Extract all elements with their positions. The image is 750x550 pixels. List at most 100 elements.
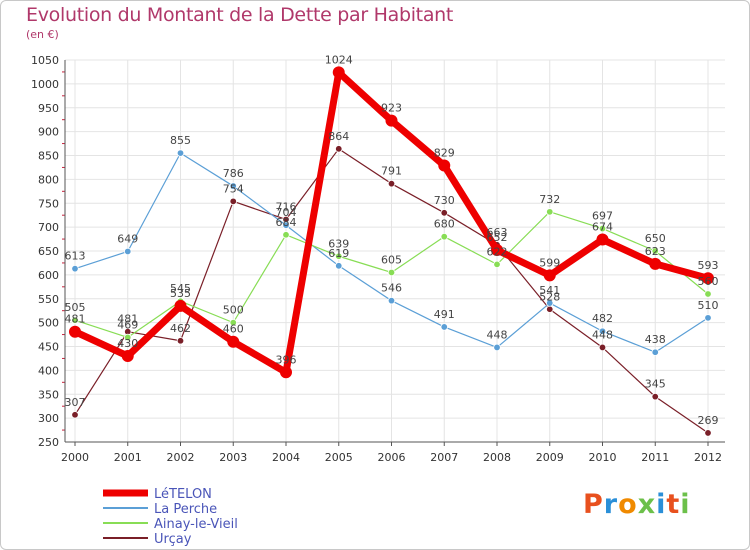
data-point: [176, 149, 185, 157]
x-tick-label: 2002: [167, 451, 195, 464]
data-point: [335, 145, 343, 153]
data-label: 663: [487, 226, 508, 239]
data-point: [280, 366, 292, 379]
data-point: [596, 233, 609, 246]
axes: 250 300 350 400 450 500 550 600 650 700 750 800 850 9…: [31, 54, 725, 464]
x-tick-label: 2008: [483, 451, 511, 464]
data-label: 619: [328, 247, 349, 260]
data-point: [704, 290, 712, 298]
y-tick-label: 750: [38, 197, 59, 210]
y-tick-label: 500: [38, 317, 59, 330]
x-tick-label: 2001: [114, 451, 142, 464]
data-label: 505: [65, 301, 86, 314]
y-tick-label: 800: [38, 173, 59, 186]
data-point: [543, 269, 556, 282]
data-label: 307: [65, 396, 86, 409]
x-tick-label: 2006: [378, 451, 406, 464]
data-label: 345: [645, 378, 666, 391]
data-point: [546, 299, 554, 307]
data-label: 546: [381, 282, 402, 295]
data-point: [598, 224, 607, 233]
data-point: [282, 231, 290, 239]
data-label: 510: [698, 299, 719, 312]
y-tick-label: 1050: [31, 54, 59, 67]
data-label: 482: [592, 312, 613, 325]
data-label: 462: [170, 322, 191, 335]
y-tick-label: 1000: [31, 78, 59, 91]
y-tick-label: 450: [38, 341, 59, 354]
data-label: 448: [487, 328, 508, 341]
x-tick-label: 2011: [641, 451, 669, 464]
data-label: 697: [592, 210, 613, 223]
y-tick-label: 650: [38, 245, 59, 258]
data-label: 732: [539, 193, 560, 206]
data-labels: 481 430 535 460 396 1024 923 829 652 599 674 623 593…: [65, 53, 719, 427]
data-label: 704: [276, 206, 297, 219]
data-point: [493, 260, 501, 269]
data-label: 528: [539, 290, 560, 303]
data-point: [704, 429, 712, 437]
chart-title: Evolution du Montant de la Dette par Hab…: [26, 4, 454, 26]
logo-letter: o: [618, 489, 638, 520]
data-point: [704, 314, 712, 322]
data-point: [702, 272, 714, 285]
data-label: 1024: [325, 53, 353, 66]
data-label: 639: [328, 237, 349, 250]
data-point: [227, 335, 240, 348]
y-tick-label: 300: [38, 412, 59, 425]
data-point: [440, 323, 448, 331]
data-point: [598, 343, 607, 352]
data-label: 786: [223, 167, 244, 180]
x-tick-label: 2009: [536, 451, 564, 464]
x-tick-label: 2005: [325, 451, 353, 464]
logo-letter: i: [680, 489, 691, 520]
data-point: [174, 299, 187, 312]
data-point: [651, 247, 659, 255]
logo-letter: t: [666, 489, 681, 520]
x-tick-label: 2007: [430, 451, 458, 464]
data-label: 864: [328, 130, 349, 143]
data-label: 716: [276, 200, 297, 213]
data-label: 599: [539, 256, 560, 269]
x-tick-label: 2000: [61, 451, 89, 464]
data-point: [229, 318, 237, 327]
data-label: 541: [539, 284, 560, 297]
data-label: 649: [117, 232, 138, 245]
x-tick-label: 2012: [694, 451, 722, 464]
data-point: [71, 264, 79, 273]
data-point: [546, 208, 554, 216]
y-tick-label: 600: [38, 269, 59, 282]
legend-label: Urçay: [154, 532, 192, 547]
logo-letter: x: [637, 489, 657, 520]
data-label: 430: [117, 337, 138, 350]
data-point: [176, 337, 185, 345]
data-point: [124, 333, 132, 342]
data-point: [649, 257, 662, 270]
data-label: 500: [223, 304, 244, 317]
data-label: 269: [698, 414, 719, 427]
x-tick-label: 2004: [272, 451, 300, 464]
data-point: [335, 252, 343, 260]
data-point: [387, 268, 396, 277]
legend-label: La Perche: [154, 502, 217, 517]
data-label: 652: [487, 231, 508, 244]
y-tick-label: 700: [38, 221, 59, 234]
data-point: [387, 179, 396, 188]
data-label: 613: [65, 250, 86, 263]
data-label: 680: [434, 218, 455, 231]
y-tick-label: 250: [38, 436, 59, 449]
chart-subtitle: (en €): [26, 28, 59, 41]
y-tick-label: 900: [38, 126, 59, 139]
data-point: [546, 305, 554, 313]
data-label: 560: [698, 275, 719, 288]
data-label: 650: [645, 232, 666, 245]
x-tick-label: 2010: [589, 451, 617, 464]
data-point: [438, 159, 451, 172]
x-tick-label: 2003: [219, 451, 247, 464]
data-label: 535: [170, 287, 191, 300]
data-label: 545: [170, 282, 191, 295]
data-label: 623: [645, 245, 666, 258]
data-point: [651, 348, 659, 356]
